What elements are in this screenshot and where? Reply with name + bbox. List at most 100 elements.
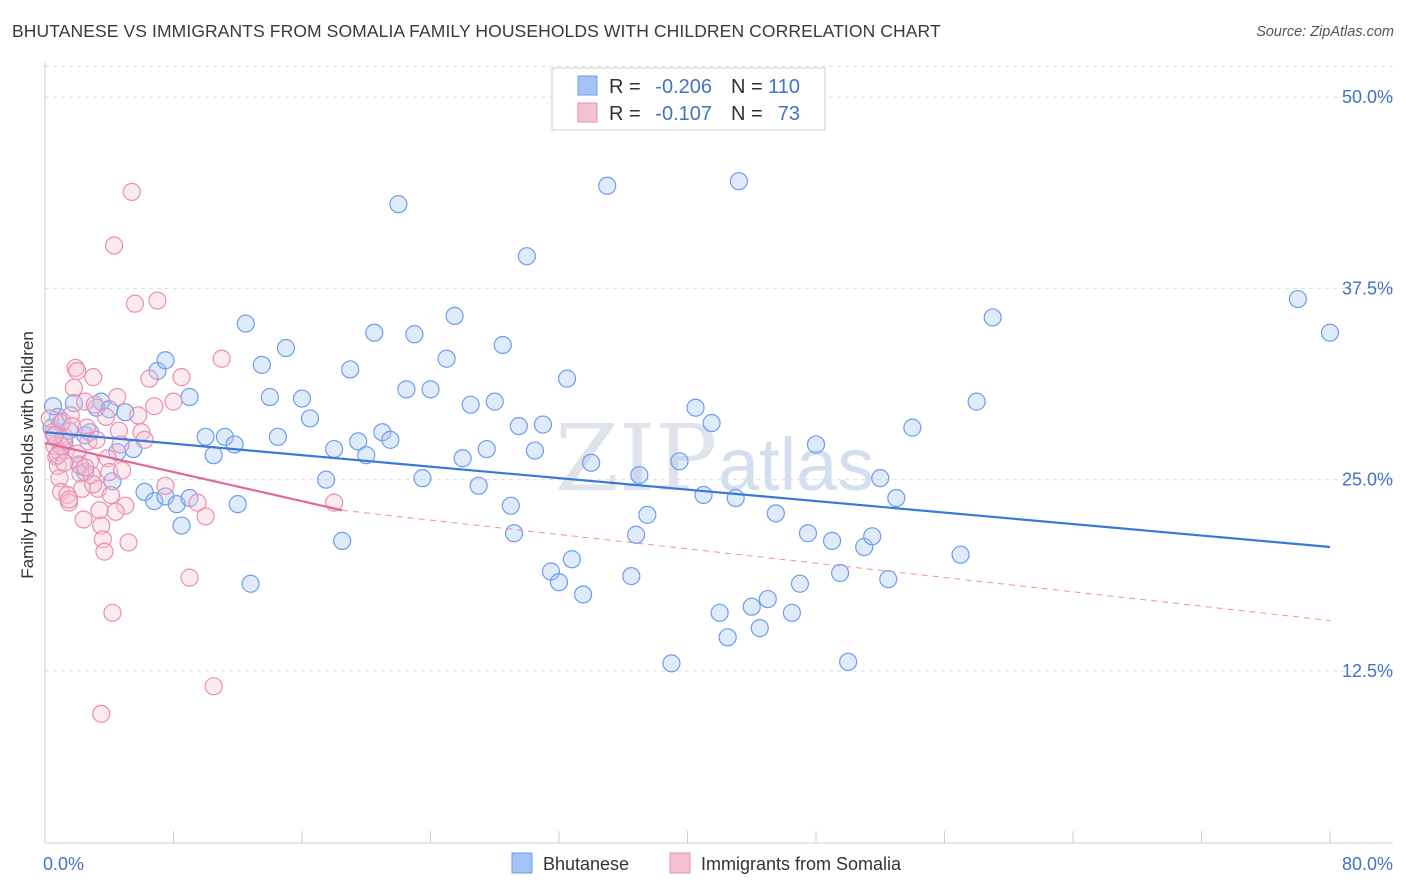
- point-bhutanese-86: [718, 628, 737, 647]
- legend-r-label-2: R =: [609, 103, 641, 125]
- point-bhutanese-60: [477, 439, 496, 459]
- x-tick-label-min: 0.0%: [43, 854, 84, 874]
- point-bhutanese-63: [501, 496, 520, 515]
- point-bhutanese-32: [252, 355, 271, 374]
- point-somalia-51: [140, 369, 159, 388]
- bottom-legend: Bhutanese Immigrants from Somalia: [511, 852, 902, 874]
- legend-n-label-1: N =: [731, 76, 763, 98]
- point-somalia-63: [68, 361, 87, 381]
- trend-line-somalia-extension: [342, 509, 1331, 621]
- point-somalia-27: [85, 395, 104, 414]
- trend-layer: [44, 431, 1331, 621]
- point-bhutanese-105: [903, 418, 922, 437]
- point-bhutanese-41: [316, 470, 336, 489]
- point-bhutanese-88: [729, 172, 749, 191]
- point-bhutanese-93: [782, 603, 802, 622]
- point-bhutanese-64: [504, 524, 524, 543]
- point-bhutanese-40: [300, 409, 320, 428]
- point-bhutanese-31: [260, 387, 279, 407]
- y-axis-title: Family Households with Children: [18, 331, 37, 579]
- point-bhutanese-30: [241, 574, 260, 593]
- watermark-atlas: atlas: [718, 423, 874, 506]
- trend-line-somalia: [44, 441, 343, 512]
- point-somalia-31: [92, 516, 111, 535]
- point-bhutanese-67: [525, 441, 545, 460]
- point-somalia-57: [180, 568, 199, 587]
- point-somalia-66: [92, 704, 111, 723]
- point-bhutanese-58: [461, 395, 480, 414]
- point-bhutanese-84: [702, 413, 721, 433]
- bottom-legend-swatch-somalia: [669, 852, 691, 874]
- point-bhutanese-59: [469, 476, 488, 495]
- point-bhutanese-45: [349, 432, 368, 451]
- point-bhutanese-104: [887, 488, 906, 508]
- point-bhutanese-110: [1320, 323, 1340, 342]
- point-somalia-55: [164, 392, 183, 411]
- point-bhutanese-52: [405, 325, 424, 344]
- point-somalia-37: [101, 485, 120, 505]
- point-bhutanese-61: [485, 392, 504, 411]
- point-somalia-53: [148, 291, 167, 310]
- point-bhutanese-62: [493, 335, 512, 355]
- point-bhutanese-96: [806, 435, 826, 454]
- point-somalia-70: [55, 453, 74, 472]
- point-bhutanese-103: [879, 570, 898, 589]
- point-bhutanese-99: [839, 652, 858, 671]
- point-somalia-19: [72, 479, 92, 498]
- legend-r-value-2: -0.107: [655, 103, 712, 125]
- legend-swatch-somalia: [577, 102, 598, 123]
- point-bhutanese-92: [766, 504, 785, 523]
- y-tick-label-1: 37.5%: [1342, 278, 1393, 298]
- axes: [44, 62, 1393, 844]
- point-somalia-28: [87, 430, 106, 449]
- point-somalia-15: [66, 358, 85, 378]
- point-bhutanese-101: [863, 527, 882, 546]
- point-bhutanese-76: [622, 566, 641, 586]
- y-tick-label-2: 25.0%: [1342, 470, 1393, 490]
- legend-n-value-2: 73: [778, 103, 800, 125]
- point-bhutanese-46: [357, 446, 376, 465]
- point-bhutanese-75: [598, 176, 617, 195]
- point-bhutanese-74: [582, 453, 601, 472]
- chart-title: BHUTANESE VS IMMIGRANTS FROM SOMALIA FAM…: [12, 21, 941, 41]
- point-bhutanese-38: [180, 387, 199, 407]
- point-somalia-54: [156, 476, 175, 495]
- point-bhutanese-106: [951, 545, 970, 564]
- point-bhutanese-20: [145, 491, 164, 511]
- gridlines: [45, 65, 1393, 672]
- point-somalia-59: [196, 507, 215, 526]
- point-bhutanese-91: [758, 589, 777, 609]
- point-bhutanese-25: [196, 427, 215, 446]
- point-bhutanese-65: [509, 416, 528, 436]
- bottom-legend-swatch-bhutanese: [511, 852, 533, 874]
- point-somalia-26: [84, 368, 103, 387]
- point-somalia-39: [104, 236, 124, 255]
- chart-source: Source: ZipAtlas.com: [1256, 24, 1394, 40]
- point-somalia-30: [90, 501, 109, 520]
- point-somalia-62: [59, 490, 79, 509]
- point-bhutanese-33: [268, 427, 288, 446]
- point-somalia-46: [122, 182, 141, 202]
- point-somalia-43: [112, 461, 132, 480]
- point-bhutanese-72: [562, 550, 581, 569]
- bottom-legend-label-bhutanese: Bhutanese: [543, 854, 629, 874]
- point-bhutanese-107: [967, 392, 986, 411]
- bottom-legend-label-somalia: Immigrants from Somalia: [701, 854, 902, 874]
- point-somalia-44: [116, 496, 135, 515]
- point-somalia-61: [212, 349, 231, 368]
- y-tick-label-0: 50.0%: [1342, 87, 1393, 107]
- point-bhutanese-68: [533, 415, 553, 434]
- point-bhutanese-94: [790, 574, 810, 593]
- point-somalia-38: [103, 603, 122, 622]
- point-somalia-60: [204, 677, 223, 696]
- x-tick-label-max: 80.0%: [1342, 854, 1393, 874]
- point-bhutanese-29: [228, 495, 247, 514]
- trend-line-bhutanese: [44, 431, 1331, 549]
- point-bhutanese-49: [381, 430, 400, 449]
- point-bhutanese-77: [626, 525, 646, 544]
- point-bhutanese-51: [397, 380, 416, 399]
- point-bhutanese-102: [871, 469, 890, 488]
- point-bhutanese-27: [215, 427, 234, 446]
- legend-r-label-1: R =: [609, 76, 641, 98]
